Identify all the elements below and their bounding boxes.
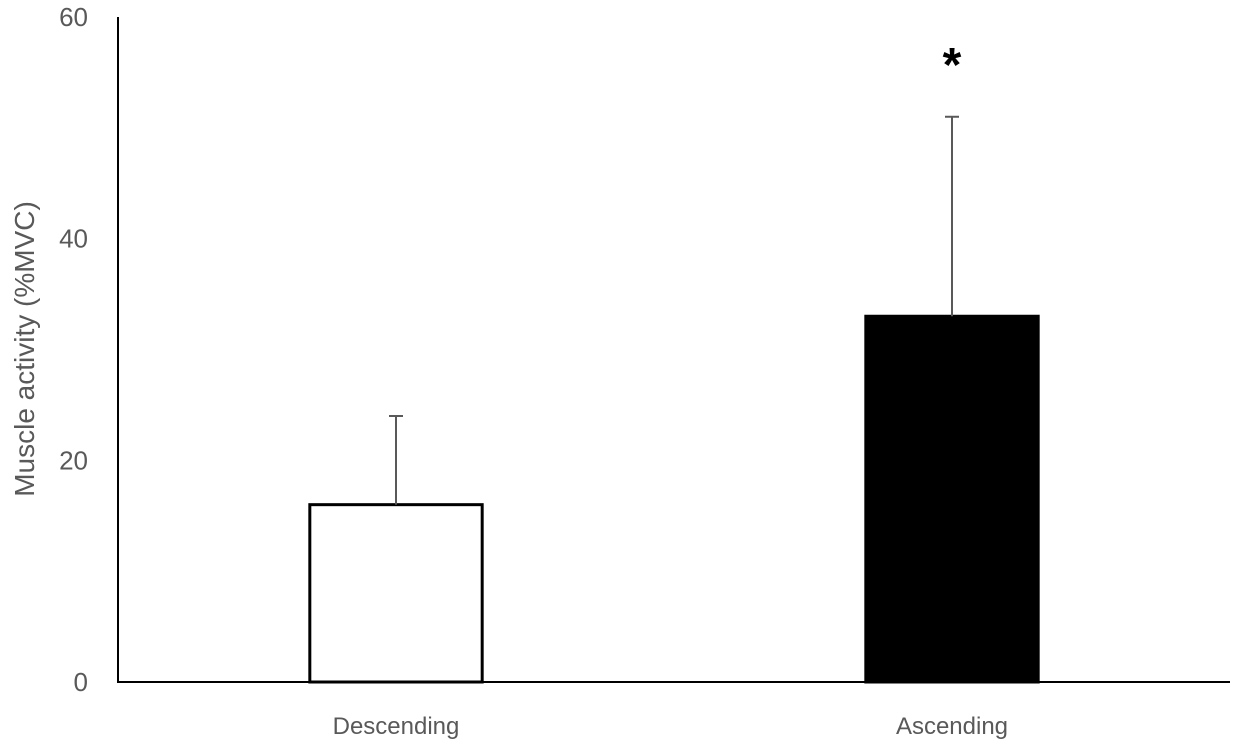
bars [308,314,1040,684]
y-tick-label: 60 [59,2,88,32]
x-category-label: Ascending [896,713,1008,740]
error-bars [389,115,959,505]
significance-marker: * [943,39,962,92]
y-axis-title: Muscle activity (%MVC) [9,201,40,497]
x-axis-labels: Descending Ascending [333,713,1008,740]
annotations: * [943,39,962,92]
y-tick-label: 40 [59,224,88,254]
bar-ascending [864,314,1040,684]
bar-descending [308,503,484,684]
y-axis-ticks: 0 20 40 60 [59,2,88,697]
x-category-label: Descending [333,713,460,740]
y-tick-label: 0 [74,667,88,697]
y-tick-label: 20 [59,445,88,475]
